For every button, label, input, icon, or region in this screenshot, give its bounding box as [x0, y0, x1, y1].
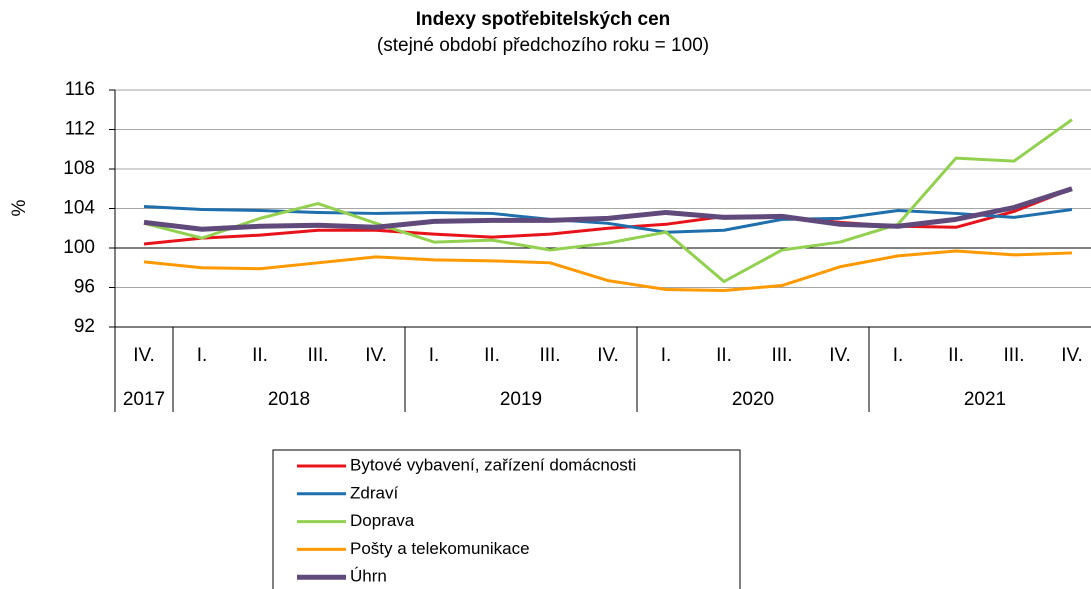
chart-subtitle: (stejné období předchozího roku = 100): [377, 35, 709, 56]
legend-label: Bytové vybavení, zařízení domácnosti: [350, 455, 636, 474]
y-tick-label: 100: [63, 237, 95, 258]
y-tick-label: 104: [63, 198, 95, 219]
x-tick-label: II.: [252, 345, 268, 366]
x-tick-label: I.: [429, 345, 440, 366]
y-tick-label: 108: [63, 158, 95, 179]
y-tick-label: 96: [74, 277, 95, 298]
x-tick-label: III.: [771, 345, 792, 366]
legend-label: Zdraví: [350, 483, 398, 502]
legend-box: [272, 449, 741, 589]
x-tick-label: IV.: [829, 345, 851, 366]
legend-label: Doprava: [350, 511, 415, 530]
x-tick-label: IV.: [133, 345, 155, 366]
chart-title: Indexy spotřebitelských cen: [416, 9, 671, 30]
series-line: [143, 249, 1073, 292]
x-tick-label: I.: [197, 345, 208, 366]
x-tick-label: III.: [1003, 345, 1024, 366]
x-tick-label: III.: [539, 345, 560, 366]
x-group-label: 2018: [268, 389, 310, 410]
x-tick-label: I.: [893, 345, 904, 366]
y-tick-label: 112: [65, 119, 95, 140]
x-tick-label: I.: [661, 345, 672, 366]
series-line: [143, 118, 1073, 284]
x-tick-label: III.: [307, 345, 328, 366]
series-line: [143, 187, 1073, 246]
y-axis-label: %: [9, 199, 30, 216]
x-group-label: 2021: [964, 389, 1006, 410]
x-group-label: 2019: [500, 389, 542, 410]
y-tick-label: 116: [65, 79, 95, 100]
y-tick-label: 92: [74, 316, 95, 337]
x-tick-label: IV.: [597, 345, 619, 366]
legend-label: Pošty a telekomunikace: [350, 539, 530, 558]
x-tick-label: IV.: [365, 345, 387, 366]
x-tick-label: II.: [716, 345, 732, 366]
x-tick-label: II.: [484, 345, 500, 366]
x-group-label: 2017: [123, 389, 165, 410]
series-line: [143, 205, 1073, 234]
x-group-label: 2020: [732, 389, 774, 410]
legend-label: Úhrn: [350, 567, 387, 586]
x-tick-label: IV.: [1061, 345, 1083, 366]
series-line: [143, 186, 1073, 232]
x-tick-label: II.: [948, 345, 964, 366]
